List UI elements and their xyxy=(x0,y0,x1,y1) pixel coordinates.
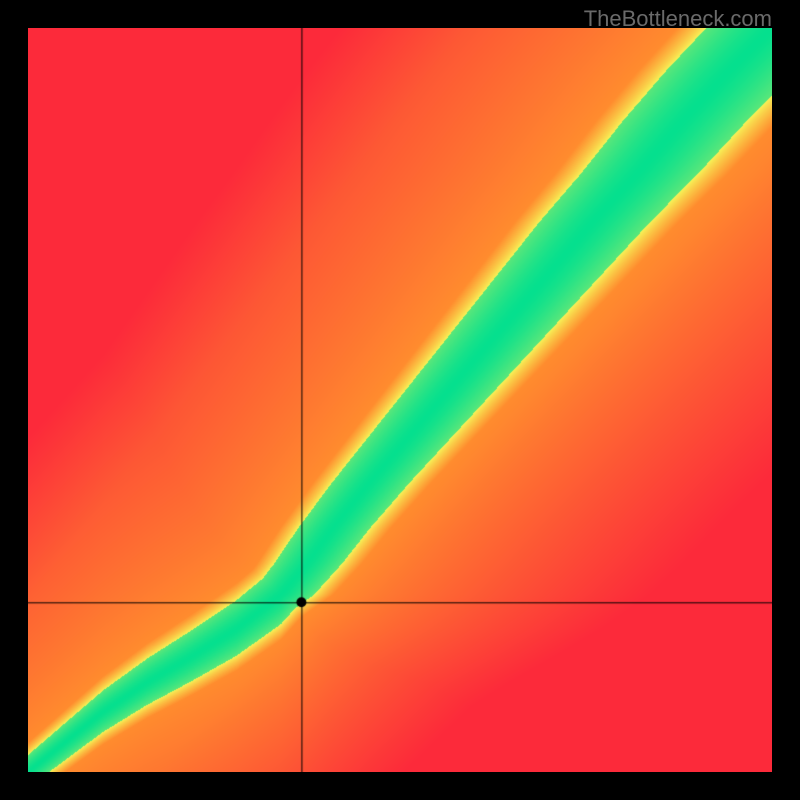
heatmap-canvas xyxy=(28,28,772,772)
watermark-text: TheBottleneck.com xyxy=(584,6,772,32)
chart-container: TheBottleneck.com xyxy=(0,0,800,800)
heatmap-plot-area xyxy=(28,28,772,772)
